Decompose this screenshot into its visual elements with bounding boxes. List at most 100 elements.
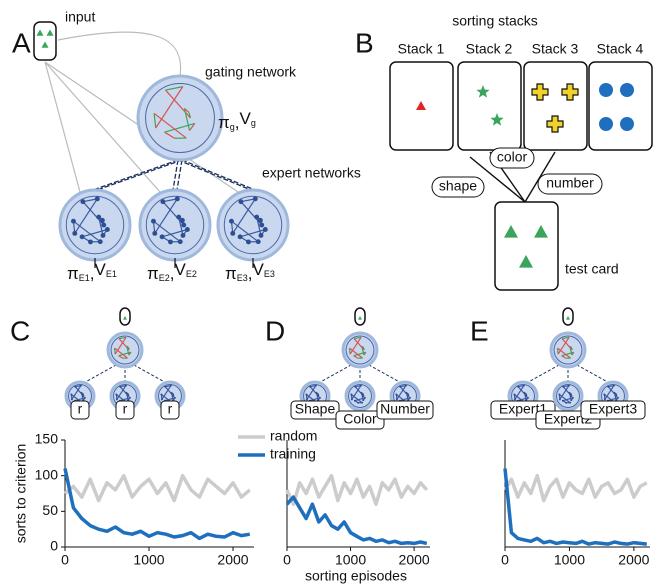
neuron (361, 402, 363, 404)
neuron (151, 219, 156, 224)
neuron (71, 398, 73, 400)
neuron (408, 395, 410, 397)
neuron (616, 395, 618, 397)
series-line (287, 497, 427, 543)
label: expert networks (262, 165, 361, 181)
policy-value-label: πE2,VE2 (147, 260, 197, 283)
neuron (517, 386, 519, 388)
neuron (83, 395, 85, 397)
neuron (362, 393, 364, 395)
neuron (180, 218, 185, 223)
panel-label: A (12, 27, 31, 58)
neuron (354, 400, 356, 402)
label-part: E3 (237, 273, 248, 283)
x-tick-label: 1000 (335, 552, 366, 568)
neuron (82, 393, 84, 395)
neuron (126, 392, 128, 394)
panel-label: E (470, 315, 489, 346)
y-tick-label: 150 (35, 431, 59, 447)
neuron (526, 395, 528, 397)
neuron (617, 397, 619, 399)
network (140, 190, 210, 260)
policy-value-label: πE3,VE3 (225, 260, 275, 283)
neuron (84, 397, 86, 399)
legend-label: random (270, 428, 317, 444)
neuron (513, 393, 515, 395)
neuron (562, 386, 564, 388)
neuron (259, 233, 264, 238)
neuron (350, 393, 352, 395)
label-part: E1 (106, 269, 117, 279)
label-part: E2 (186, 269, 197, 279)
neuron (101, 233, 106, 238)
input-link (58, 32, 181, 76)
label: Shape (295, 401, 336, 417)
label-part: g (251, 118, 256, 128)
label: Stack 2 (466, 41, 513, 57)
neuron (361, 392, 363, 394)
label: r (78, 401, 83, 417)
label: gating network (205, 64, 297, 80)
dot-icon (620, 83, 634, 97)
neuron (395, 393, 397, 395)
neuron (558, 393, 560, 395)
x-tick-label: 2000 (399, 552, 430, 568)
neuron (254, 215, 259, 220)
neuron (80, 199, 85, 204)
neuron (317, 393, 319, 395)
legend-label: training (270, 446, 316, 462)
neuron (258, 218, 263, 223)
neuron (351, 398, 353, 400)
neuron (175, 196, 180, 201)
series-line (65, 469, 250, 539)
neuron (178, 239, 183, 244)
neuron (354, 386, 356, 388)
neuron (571, 395, 573, 397)
neuron (172, 393, 174, 395)
neuron (230, 231, 235, 236)
neuron (259, 223, 264, 228)
x-tick-label: 1000 (133, 552, 164, 568)
neuron (319, 397, 321, 399)
neuron (98, 239, 103, 244)
y-tick-label: 0 (50, 538, 58, 554)
series-line (65, 476, 250, 501)
label: sorting stacks (452, 13, 538, 29)
neuron (603, 393, 605, 395)
neuron (168, 239, 173, 244)
label-part: V (174, 260, 186, 279)
label-part: E2 (159, 273, 170, 283)
neuron (70, 393, 72, 395)
neuron (160, 393, 162, 395)
neuron (407, 393, 409, 395)
label: Expert3 (589, 401, 637, 417)
label: Number (380, 401, 430, 417)
neuron (80, 234, 85, 239)
neuron (125, 385, 127, 387)
x-axis-label: sorting episodes (305, 568, 407, 584)
neuron (569, 392, 571, 394)
label: shape (439, 178, 477, 194)
dot-icon (620, 117, 634, 131)
neuron (174, 397, 176, 399)
neuron (170, 385, 172, 387)
neuron (263, 227, 268, 232)
neuron (72, 231, 77, 236)
label-part: π (67, 264, 79, 283)
neuron (100, 218, 105, 223)
x-tick-label: 0 (283, 552, 291, 568)
series-line (505, 476, 647, 501)
neuron (71, 219, 76, 224)
dot-icon (599, 83, 613, 97)
panel-label: B (355, 27, 374, 58)
neuron (568, 385, 570, 387)
neuron (562, 400, 564, 402)
label-part: π (225, 264, 237, 283)
neuron (74, 386, 76, 388)
neuron (115, 393, 117, 395)
neuron (161, 398, 163, 400)
neuron (246, 239, 251, 244)
neuron (570, 393, 572, 395)
neuron (614, 392, 616, 394)
neuron (256, 239, 261, 244)
